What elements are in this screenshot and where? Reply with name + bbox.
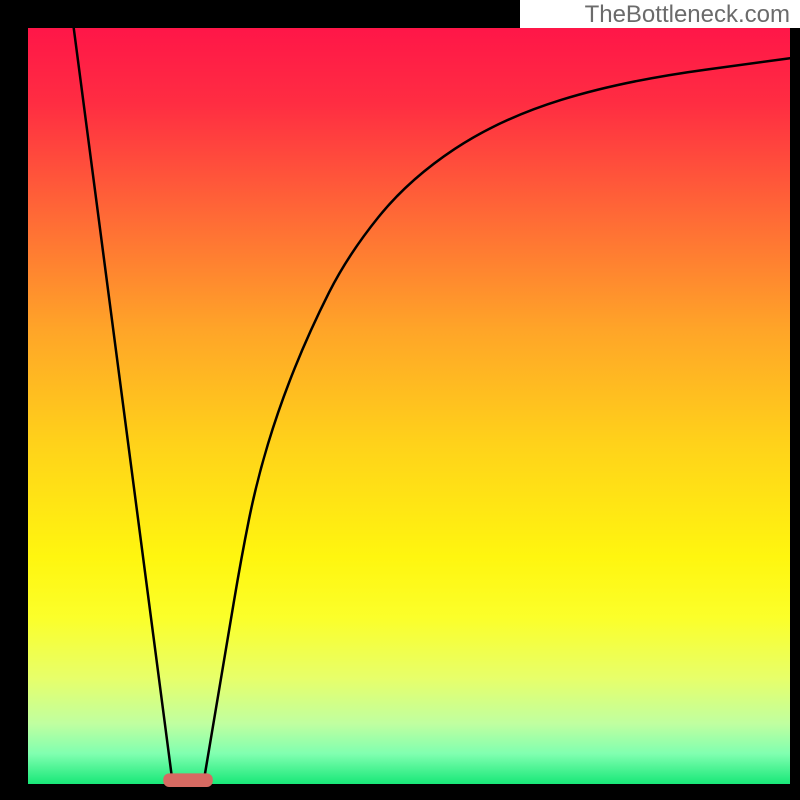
watermark-text: TheBottleneck.com: [585, 1, 790, 28]
gradient-background: [28, 28, 790, 784]
chart-svg: TheBottleneck.com: [0, 0, 800, 800]
bottleneck-chart: TheBottleneck.com: [0, 0, 800, 800]
optimal-marker: [163, 773, 213, 787]
